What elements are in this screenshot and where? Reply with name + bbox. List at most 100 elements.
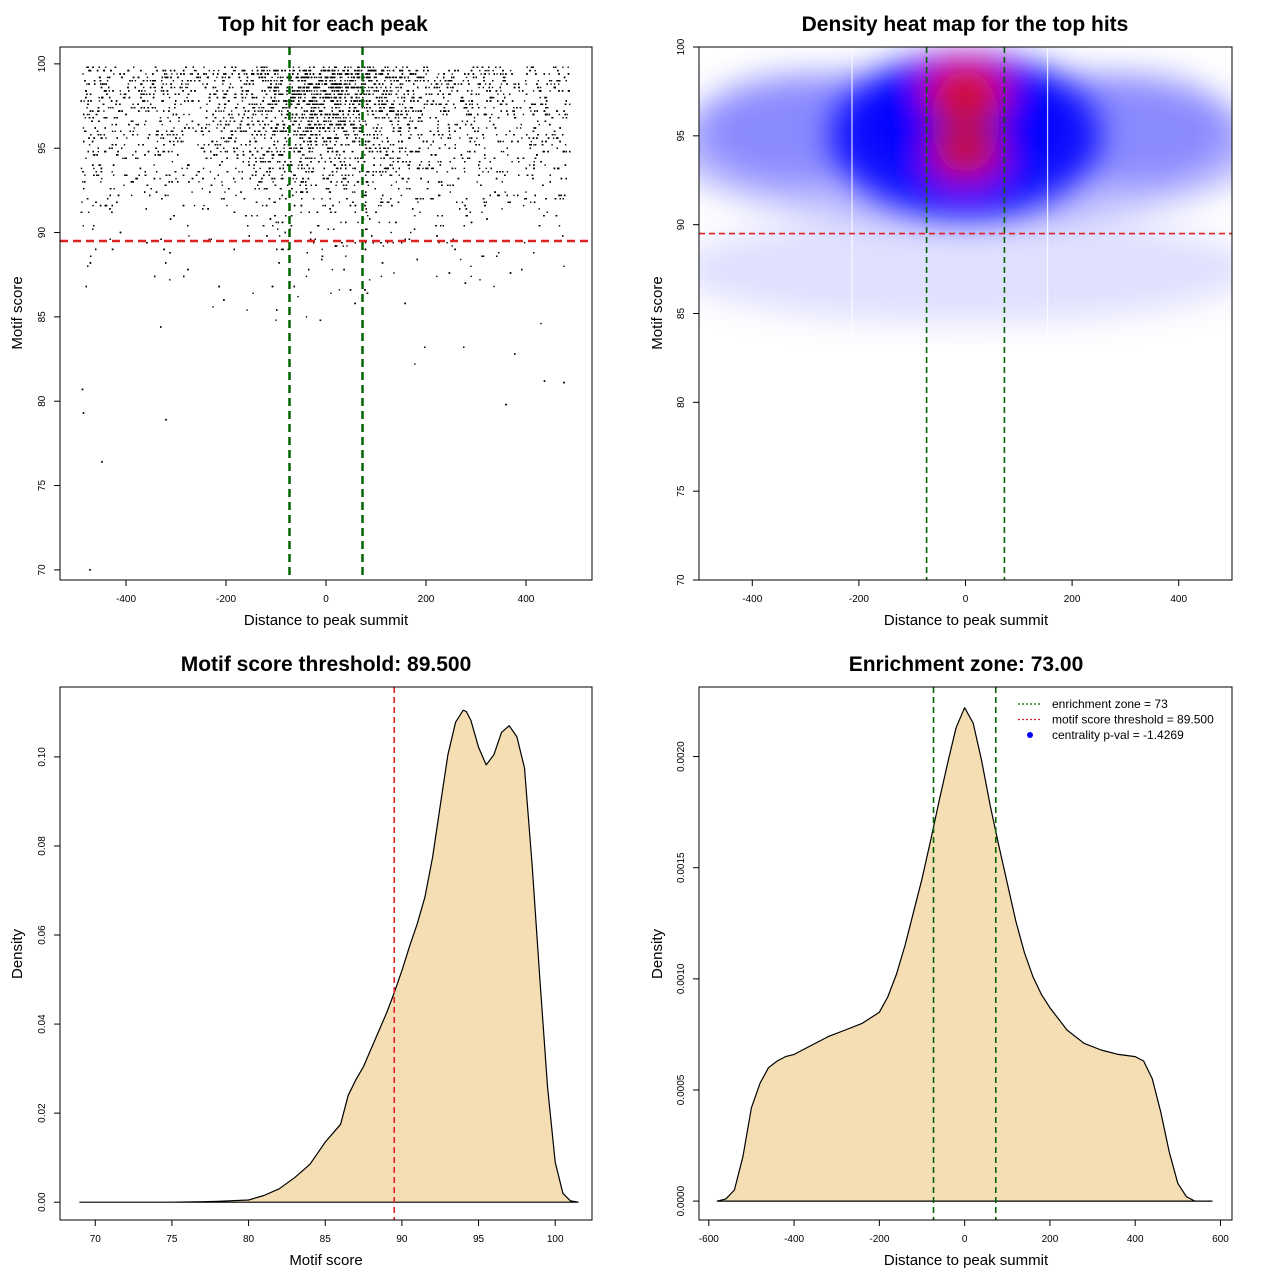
scatter-point — [436, 275, 438, 278]
scatter-point — [402, 103, 404, 105]
scatter-point — [266, 69, 268, 72]
scatter-point — [322, 204, 324, 207]
scatter-point — [404, 150, 407, 153]
scatter-point — [320, 154, 322, 156]
scatter-point — [338, 201, 341, 203]
scatter-point — [134, 80, 137, 82]
scatter-point — [391, 123, 393, 126]
scatter-point — [348, 93, 350, 95]
scatter-point — [484, 69, 486, 72]
scatter-point — [301, 117, 303, 119]
scatter-point — [165, 83, 168, 85]
scatter-point — [415, 110, 417, 112]
scatter-point — [329, 93, 332, 95]
scatter-point — [159, 177, 161, 180]
scatter-point — [540, 322, 542, 325]
scatter-point — [92, 204, 94, 207]
scatter-point — [445, 103, 447, 105]
scatter-point — [212, 306, 214, 308]
scatter-point — [192, 100, 194, 102]
scatter-point — [386, 242, 389, 244]
scatter-point — [192, 127, 194, 129]
scatter-point — [105, 137, 107, 139]
scatter-point — [491, 113, 493, 116]
scatter-point — [407, 110, 410, 112]
scatter-point — [259, 181, 262, 183]
scatter-point — [300, 211, 302, 213]
scatter-point — [352, 191, 354, 193]
scatter-point — [145, 110, 147, 112]
scatter-point — [123, 134, 125, 136]
scatter-point — [253, 96, 255, 99]
scatter-point — [267, 123, 269, 126]
scatter-point — [309, 113, 311, 116]
scatter-point — [180, 103, 182, 105]
scatter-point — [558, 83, 560, 85]
scatter-point — [229, 83, 232, 85]
scatter-point — [217, 144, 219, 146]
scatter-point — [87, 211, 90, 213]
scatter-point — [239, 130, 242, 132]
scatter-point — [439, 80, 442, 82]
scatter-point — [294, 117, 296, 119]
scatter-point — [397, 90, 399, 92]
scatter-point — [328, 93, 330, 95]
scatter-point — [111, 123, 113, 126]
scatter-point — [380, 275, 383, 278]
scatter-point — [513, 194, 515, 197]
scatter-point — [106, 80, 109, 82]
scatter-point — [373, 157, 375, 159]
scatter-point — [392, 157, 394, 159]
scatter-point — [97, 174, 100, 176]
scatter-point — [534, 103, 536, 105]
scatter-point — [483, 137, 485, 139]
scatter-point — [350, 66, 352, 68]
scatter-point — [393, 100, 395, 102]
scatter-point — [380, 86, 382, 89]
scatter-point — [312, 147, 314, 149]
scatter-point — [375, 117, 378, 119]
scatter-point — [460, 96, 462, 99]
scatter-point — [377, 123, 379, 126]
scatter-point — [103, 83, 105, 85]
scatter-point — [238, 171, 240, 173]
scatter-point — [344, 83, 346, 85]
scatter-point — [530, 201, 532, 203]
scatter-point — [437, 73, 440, 75]
scatter-point — [548, 73, 550, 75]
scatter-point — [437, 123, 439, 126]
scatter-point — [263, 96, 265, 99]
scatter-point — [375, 76, 377, 79]
scatter-point — [165, 73, 168, 75]
scatter-point — [349, 117, 351, 119]
scatter-point — [260, 76, 262, 79]
scatter-point — [380, 127, 383, 129]
scatter-point — [162, 83, 164, 85]
scatter-point — [187, 83, 189, 85]
scatter-point — [533, 161, 535, 163]
scatter-point — [117, 154, 119, 156]
scatter-point — [402, 66, 404, 68]
scatter-point — [368, 279, 371, 281]
scatter-point — [327, 120, 330, 122]
scatter-point — [286, 100, 288, 102]
scatter-point — [383, 96, 386, 99]
scatter-point — [482, 86, 484, 89]
scatter-point — [271, 134, 274, 136]
scatter-point — [427, 147, 429, 149]
scatter-point — [367, 86, 370, 89]
scatter-point — [273, 201, 275, 203]
scatter-point — [451, 73, 453, 75]
scatter-point — [563, 265, 565, 267]
scatter-point — [297, 295, 299, 298]
scatter-point — [335, 107, 338, 109]
scatter-point — [313, 198, 315, 200]
scatter-point — [430, 144, 432, 146]
scatter-point — [119, 93, 122, 95]
scatter-point — [82, 127, 85, 129]
scatter-point — [266, 113, 268, 116]
scatter-point — [362, 96, 364, 99]
scatter-point — [176, 134, 178, 136]
scatter-point — [393, 272, 395, 274]
scatter-point — [357, 221, 359, 224]
